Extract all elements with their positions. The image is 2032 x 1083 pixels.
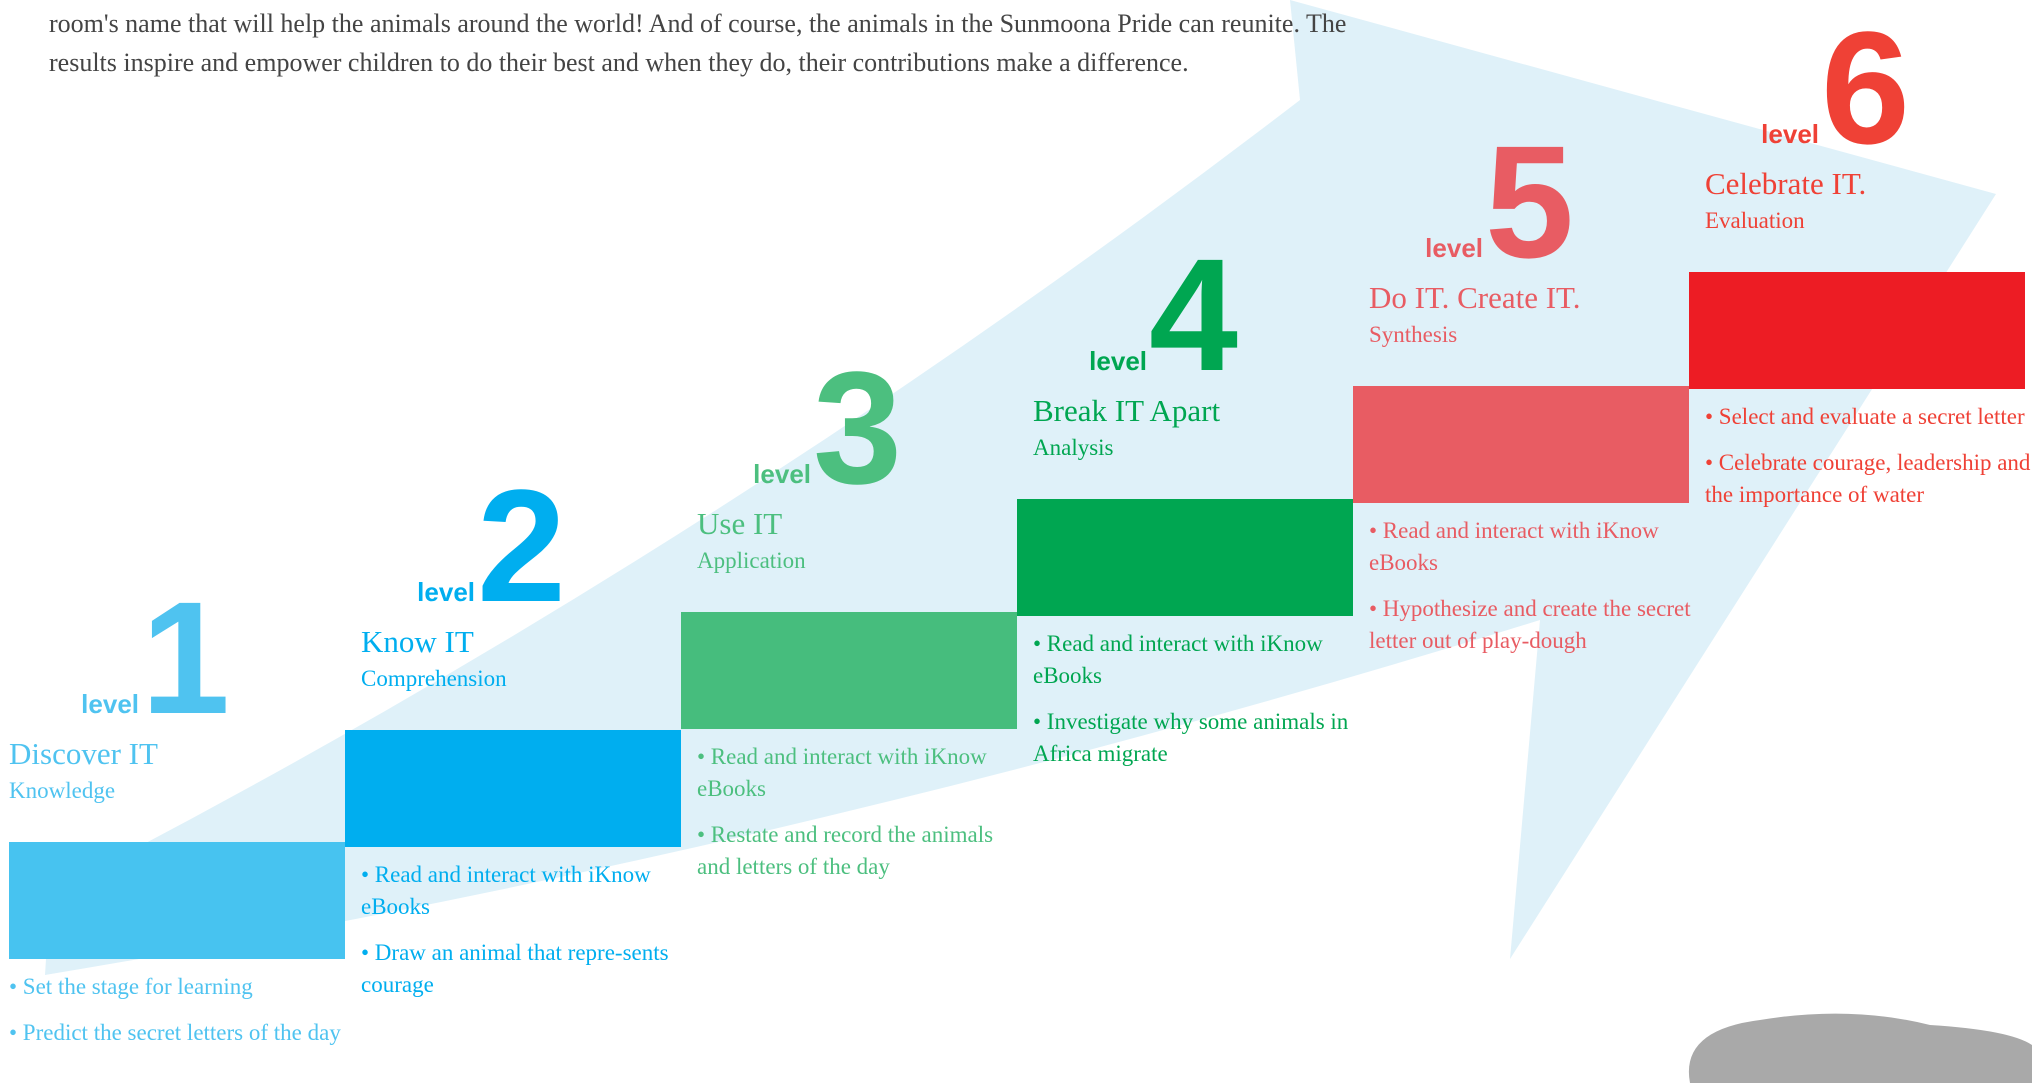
level-number: 2 <box>477 456 566 635</box>
bullet: • Celebrate courage, leadership and the … <box>1705 447 2032 511</box>
level-word: level <box>753 459 811 489</box>
bullet-list: • Select and evaluate a secret letter • C… <box>1705 401 2032 525</box>
bullet: • Restate and record the animals and let… <box>697 819 1032 883</box>
level-title: Know IT <box>361 624 474 659</box>
level-number: 5 <box>1485 112 1574 291</box>
bullet-list: • Set the stage for learning • Predict th… <box>9 971 344 1063</box>
bullet: • Draw an animal that repre-sents courag… <box>361 937 696 1001</box>
level-title: Use IT <box>697 506 782 541</box>
level-title: Do IT. Create IT. <box>1369 280 1580 315</box>
level-word: level <box>81 689 139 719</box>
level-number: 4 <box>1149 225 1238 404</box>
level-word: level <box>1761 119 1819 149</box>
level-word: level <box>1089 346 1147 376</box>
level-subtitle: Knowledge <box>9 778 115 803</box>
bullet: • Read and interact with iKnow eBooks <box>1369 515 1704 579</box>
page: {"intro": ["room's name that will help t… <box>0 0 2032 1083</box>
level-number: 6 <box>1821 0 1910 177</box>
level-word: level <box>1425 233 1483 263</box>
level-subtitle: Comprehension <box>361 666 507 691</box>
level-title: Celebrate IT. <box>1705 166 1866 201</box>
level-subtitle: Synthesis <box>1369 322 1457 347</box>
level-number: 1 <box>141 568 230 747</box>
bullet-list: • Read and interact with iKnow eBooks • H… <box>1369 515 1704 671</box>
bullet: • Set the stage for learning <box>9 971 344 1003</box>
bullet: • Hypothesize and create the secret lett… <box>1369 593 1704 657</box>
level-title: Discover IT <box>9 736 158 771</box>
bullet: • Read and interact with iKnow eBooks <box>697 741 1032 805</box>
level-subtitle: Evaluation <box>1705 208 1805 233</box>
level-word: level <box>417 577 475 607</box>
bullet-list: • Read and interact with iKnow eBooks • R… <box>697 741 1032 897</box>
bullet-list: • Read and interact with iKnow eBooks • D… <box>361 859 696 1015</box>
level-labels: level1Discover ITKnowledgelevel2Know ITC… <box>0 0 2032 1083</box>
level-title: Break IT Apart <box>1033 393 1220 428</box>
level-number: 3 <box>813 338 902 517</box>
level-subtitle: Analysis <box>1033 435 1114 460</box>
level-subtitle: Application <box>697 548 806 573</box>
bullet: • Select and evaluate a secret letter <box>1705 401 2032 433</box>
bullet: • Read and interact with iKnow eBooks <box>1033 628 1368 692</box>
bullet: • Investigate why some animals in Africa… <box>1033 706 1368 770</box>
bullet-list: • Read and interact with iKnow eBooks • I… <box>1033 628 1368 784</box>
bullet: • Predict the secret letters of the day <box>9 1017 344 1049</box>
bullet: • Read and interact with iKnow eBooks <box>361 859 696 923</box>
